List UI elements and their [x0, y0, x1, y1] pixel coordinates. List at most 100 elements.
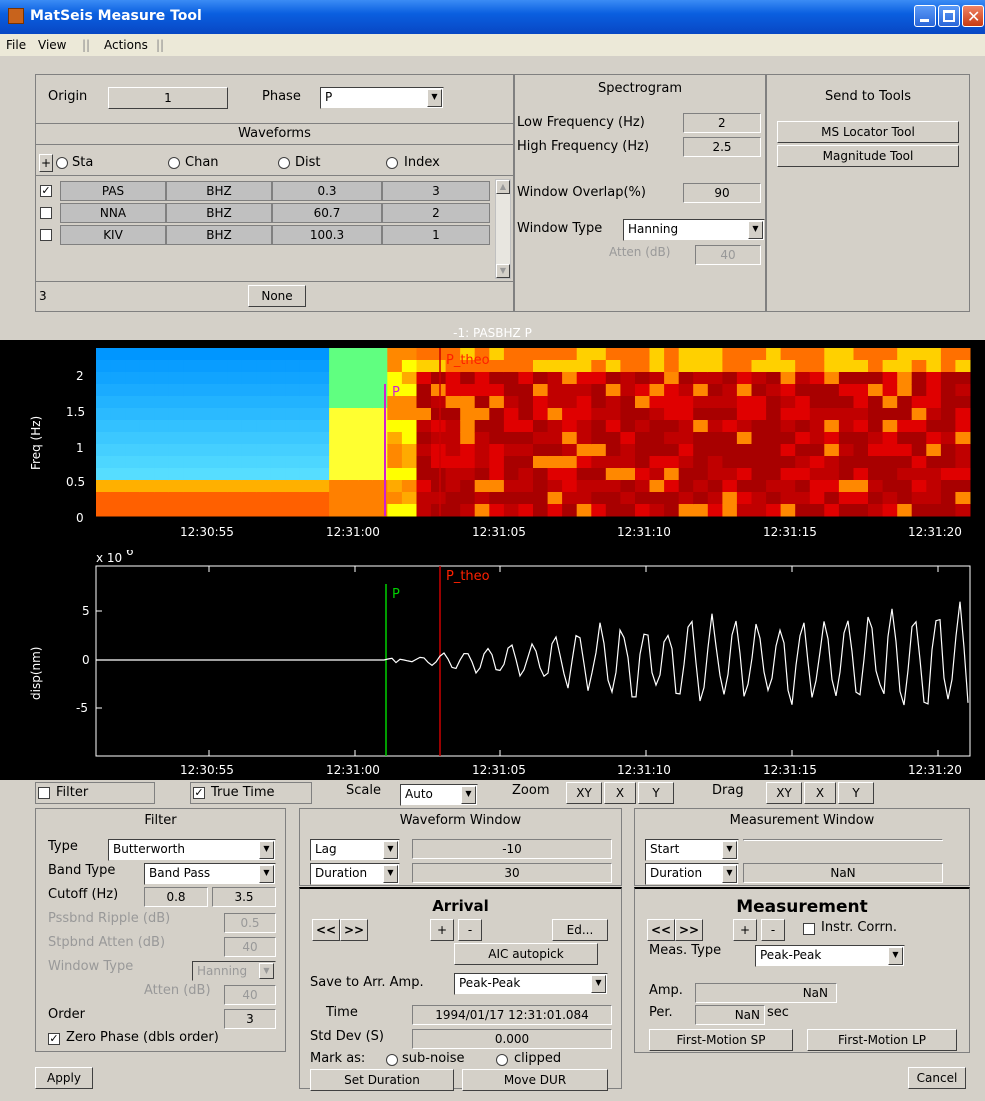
- sort-index-radio[interactable]: [386, 157, 398, 169]
- first-motion-lp-button[interactable]: First-Motion LP: [807, 1029, 957, 1051]
- row-chan[interactable]: BHZ: [166, 225, 272, 245]
- measurement-title: Measurement: [736, 897, 868, 917]
- chevron-down-icon: ▼: [722, 865, 737, 883]
- spectrogram-plot[interactable]: P P_theo 2 1.5 1 0.5 0 Freq (Hz) 12:30:5…: [0, 340, 985, 550]
- menu-view[interactable]: View: [38, 38, 67, 52]
- none-button[interactable]: None: [248, 285, 306, 307]
- sub-noise-radio[interactable]: [386, 1054, 398, 1066]
- high-frequency-field[interactable]: 2.5: [683, 137, 761, 157]
- row-sta[interactable]: PAS: [60, 181, 166, 201]
- zoom-xy-button[interactable]: XY: [566, 782, 602, 804]
- measurement-minus-button[interactable]: -: [761, 919, 785, 941]
- arrival-plus-button[interactable]: +: [430, 919, 454, 941]
- add-waveform-button[interactable]: +: [39, 154, 53, 172]
- drag-xy-button[interactable]: XY: [766, 782, 802, 804]
- low-frequency-field[interactable]: 2: [683, 113, 761, 133]
- maximize-button[interactable]: [938, 5, 960, 27]
- scale-select[interactable]: Auto ▼: [400, 784, 478, 806]
- duration-field[interactable]: 30: [412, 863, 612, 883]
- order-field[interactable]: 3: [224, 1009, 276, 1029]
- row-index[interactable]: 3: [382, 181, 490, 201]
- aic-autopick-button[interactable]: AIC autopick: [454, 943, 598, 965]
- lag-select[interactable]: Lag ▼: [310, 839, 400, 861]
- table-row[interactable]: KIV BHZ 100.3 1: [36, 225, 496, 247]
- first-motion-sp-button[interactable]: First-Motion SP: [649, 1029, 793, 1051]
- arrival-next-button[interactable]: >>: [340, 919, 368, 941]
- row-dist[interactable]: 100.3: [272, 225, 382, 245]
- window-type-select[interactable]: Hanning ▼: [623, 219, 765, 241]
- band-type-select[interactable]: Band Pass ▼: [144, 863, 276, 885]
- true-time-toggle[interactable]: ✓ True Time: [190, 782, 312, 804]
- per-field[interactable]: NaN: [695, 1005, 765, 1025]
- std-dev-field[interactable]: 0.000: [412, 1029, 612, 1049]
- cutoff-high-field[interactable]: 3.5: [212, 887, 276, 907]
- row-index[interactable]: 1: [382, 225, 490, 245]
- measurement-next-button[interactable]: >>: [675, 919, 703, 941]
- filter-toggle[interactable]: Filter: [35, 782, 155, 804]
- mw-duration-select[interactable]: Duration ▼: [645, 863, 739, 885]
- amp-field[interactable]: NaN: [695, 983, 837, 1003]
- waveform-plot[interactable]: x 10 6 P P_theo 5 0 -5 disp(nm) 12:30:55…: [0, 550, 985, 780]
- window-overlap-field[interactable]: 90: [683, 183, 761, 203]
- true-time-checkbox[interactable]: ✓: [193, 786, 205, 799]
- row-sta[interactable]: NNA: [60, 203, 166, 223]
- mw-duration-field[interactable]: NaN: [743, 863, 943, 883]
- duration-select[interactable]: Duration ▼: [310, 863, 400, 885]
- menu-actions[interactable]: Actions: [104, 38, 148, 52]
- measurement-plus-button[interactable]: +: [733, 919, 757, 941]
- minimize-button[interactable]: [914, 5, 936, 27]
- ms-locator-tool-button[interactable]: MS Locator Tool: [777, 121, 959, 143]
- table-scrollbar[interactable]: ▲ ▼: [495, 179, 511, 279]
- arrival-minus-button[interactable]: -: [458, 919, 482, 941]
- time-field[interactable]: 1994/01/17 12:31:01.084: [412, 1005, 612, 1025]
- arrival-title: Arrival: [432, 897, 489, 915]
- row-checkbox[interactable]: [40, 229, 52, 241]
- clipped-radio[interactable]: [496, 1054, 508, 1066]
- row-dist[interactable]: 0.3: [272, 181, 382, 201]
- move-dur-button[interactable]: Move DUR: [462, 1069, 608, 1091]
- start-select[interactable]: Start ▼: [645, 839, 739, 861]
- row-chan[interactable]: BHZ: [166, 181, 272, 201]
- spec-ytick: 1.5: [66, 405, 85, 419]
- arrival-prev-button[interactable]: <<: [312, 919, 340, 941]
- wave-xtick: 12:31:15: [763, 763, 817, 777]
- row-dist[interactable]: 60.7: [272, 203, 382, 223]
- close-button[interactable]: ✕: [962, 5, 984, 27]
- lag-field[interactable]: -10: [412, 839, 612, 859]
- set-duration-button[interactable]: Set Duration: [310, 1069, 454, 1091]
- instr-corrn-checkbox[interactable]: [803, 923, 815, 935]
- measurement-prev-button[interactable]: <<: [647, 919, 675, 941]
- sort-dist-radio[interactable]: [278, 157, 290, 169]
- table-row[interactable]: NNA BHZ 60.7 2: [36, 203, 496, 225]
- phase-select[interactable]: P ▼: [320, 87, 444, 109]
- scroll-up-icon[interactable]: ▲: [496, 180, 510, 194]
- scroll-down-icon[interactable]: ▼: [496, 264, 510, 278]
- origin-button[interactable]: 1: [108, 87, 228, 109]
- zoom-x-button[interactable]: X: [604, 782, 636, 804]
- apply-button[interactable]: Apply: [35, 1067, 93, 1089]
- magnitude-tool-button[interactable]: Magnitude Tool: [777, 145, 959, 167]
- filter-type-select[interactable]: Butterworth ▼: [108, 839, 276, 861]
- meas-type-label: Meas. Type: [649, 943, 722, 958]
- table-row[interactable]: ✓ PAS BHZ 0.3 3: [36, 181, 496, 203]
- spectrogram-image: [96, 348, 971, 517]
- menu-file[interactable]: File: [6, 38, 27, 52]
- row-chan[interactable]: BHZ: [166, 203, 272, 223]
- zoom-y-button[interactable]: Y: [638, 782, 674, 804]
- arrival-edit-button[interactable]: Ed...: [552, 919, 608, 941]
- cutoff-low-field[interactable]: 0.8: [144, 887, 208, 907]
- row-checkbox[interactable]: ✓: [40, 184, 52, 197]
- row-sta[interactable]: KIV: [60, 225, 166, 245]
- row-checkbox[interactable]: [40, 207, 52, 219]
- sort-sta-radio[interactable]: [56, 157, 68, 169]
- sort-chan-radio[interactable]: [168, 157, 180, 169]
- cancel-button[interactable]: Cancel: [908, 1067, 966, 1089]
- row-index[interactable]: 2: [382, 203, 490, 223]
- drag-x-button[interactable]: X: [804, 782, 836, 804]
- save-to-arr-amp-select[interactable]: Peak-Peak ▼: [454, 973, 608, 995]
- filter-checkbox[interactable]: [38, 787, 50, 799]
- meas-type-select[interactable]: Peak-Peak ▼: [755, 945, 905, 967]
- drag-y-button[interactable]: Y: [838, 782, 874, 804]
- zero-phase-checkbox[interactable]: ✓: [48, 1032, 60, 1045]
- start-field[interactable]: [743, 839, 943, 841]
